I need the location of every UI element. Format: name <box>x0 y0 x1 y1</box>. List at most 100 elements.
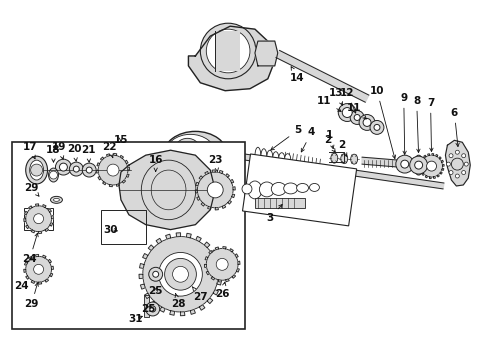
Bar <box>144 295 149 317</box>
Polygon shape <box>439 157 441 159</box>
Circle shape <box>220 43 236 59</box>
Polygon shape <box>437 175 439 177</box>
Polygon shape <box>222 205 226 208</box>
Ellipse shape <box>50 196 62 203</box>
Polygon shape <box>232 194 235 198</box>
Polygon shape <box>24 219 26 222</box>
Polygon shape <box>26 225 29 229</box>
Circle shape <box>446 162 450 166</box>
Circle shape <box>338 104 356 121</box>
Ellipse shape <box>53 198 59 201</box>
Bar <box>12 142 245 329</box>
Polygon shape <box>128 167 130 170</box>
Polygon shape <box>122 180 125 183</box>
Polygon shape <box>98 176 101 180</box>
Polygon shape <box>48 209 51 212</box>
Polygon shape <box>141 284 146 289</box>
Text: 4: 4 <box>301 127 315 152</box>
Bar <box>215 150 227 160</box>
Ellipse shape <box>279 153 285 164</box>
Circle shape <box>462 154 466 158</box>
Circle shape <box>98 155 128 185</box>
Polygon shape <box>114 153 117 156</box>
Polygon shape <box>50 223 53 226</box>
Circle shape <box>354 114 360 121</box>
Circle shape <box>207 182 223 198</box>
Ellipse shape <box>267 150 273 164</box>
Circle shape <box>146 302 160 316</box>
Circle shape <box>70 162 83 176</box>
Ellipse shape <box>248 181 262 199</box>
Polygon shape <box>436 154 438 157</box>
Polygon shape <box>442 165 444 166</box>
Bar <box>101 210 146 244</box>
Circle shape <box>25 256 51 282</box>
Text: 10: 10 <box>370 86 395 158</box>
Circle shape <box>31 164 43 176</box>
Circle shape <box>143 237 218 312</box>
Polygon shape <box>151 301 157 306</box>
Polygon shape <box>190 310 196 314</box>
Polygon shape <box>235 254 238 257</box>
Polygon shape <box>213 289 219 295</box>
Polygon shape <box>206 271 209 275</box>
Polygon shape <box>205 257 208 260</box>
Polygon shape <box>35 255 39 257</box>
Polygon shape <box>428 154 430 156</box>
Polygon shape <box>211 250 217 255</box>
Polygon shape <box>199 305 205 310</box>
Polygon shape <box>276 50 369 102</box>
Polygon shape <box>170 311 174 315</box>
Polygon shape <box>126 174 129 177</box>
Circle shape <box>420 155 442 177</box>
Bar <box>215 31 240 71</box>
Text: 15: 15 <box>114 135 128 145</box>
Ellipse shape <box>259 182 274 197</box>
Polygon shape <box>205 171 208 175</box>
Circle shape <box>34 264 44 274</box>
Circle shape <box>159 252 202 296</box>
Text: 7: 7 <box>427 98 434 152</box>
Polygon shape <box>208 206 211 210</box>
Text: 11: 11 <box>347 103 367 119</box>
Polygon shape <box>31 230 35 233</box>
Circle shape <box>149 267 163 281</box>
Polygon shape <box>148 245 154 251</box>
Polygon shape <box>442 168 444 170</box>
Polygon shape <box>189 26 275 91</box>
Polygon shape <box>424 155 426 158</box>
Bar <box>24 208 53 230</box>
Circle shape <box>86 167 92 173</box>
Polygon shape <box>160 307 165 312</box>
Polygon shape <box>226 279 229 282</box>
Polygon shape <box>422 173 424 175</box>
Circle shape <box>82 163 96 177</box>
Polygon shape <box>39 282 42 284</box>
Text: 29: 29 <box>24 183 39 196</box>
Circle shape <box>410 156 428 174</box>
Polygon shape <box>212 170 215 172</box>
Circle shape <box>59 163 68 171</box>
Text: 16: 16 <box>148 155 163 171</box>
Polygon shape <box>50 273 53 277</box>
Polygon shape <box>217 280 221 285</box>
Polygon shape <box>156 238 162 244</box>
Text: 23: 23 <box>208 155 222 171</box>
Polygon shape <box>216 260 220 265</box>
Circle shape <box>206 248 238 280</box>
Polygon shape <box>195 190 197 193</box>
Circle shape <box>200 23 256 79</box>
Ellipse shape <box>261 149 267 165</box>
Circle shape <box>34 214 44 224</box>
Polygon shape <box>29 256 32 260</box>
Polygon shape <box>420 170 422 172</box>
Text: 25: 25 <box>142 304 156 314</box>
Text: 6: 6 <box>451 108 459 147</box>
Polygon shape <box>119 150 215 230</box>
Polygon shape <box>204 242 210 248</box>
Circle shape <box>451 158 464 170</box>
Text: 2: 2 <box>338 140 347 156</box>
Text: 27: 27 <box>193 287 208 302</box>
Polygon shape <box>100 157 104 160</box>
Ellipse shape <box>273 152 279 164</box>
